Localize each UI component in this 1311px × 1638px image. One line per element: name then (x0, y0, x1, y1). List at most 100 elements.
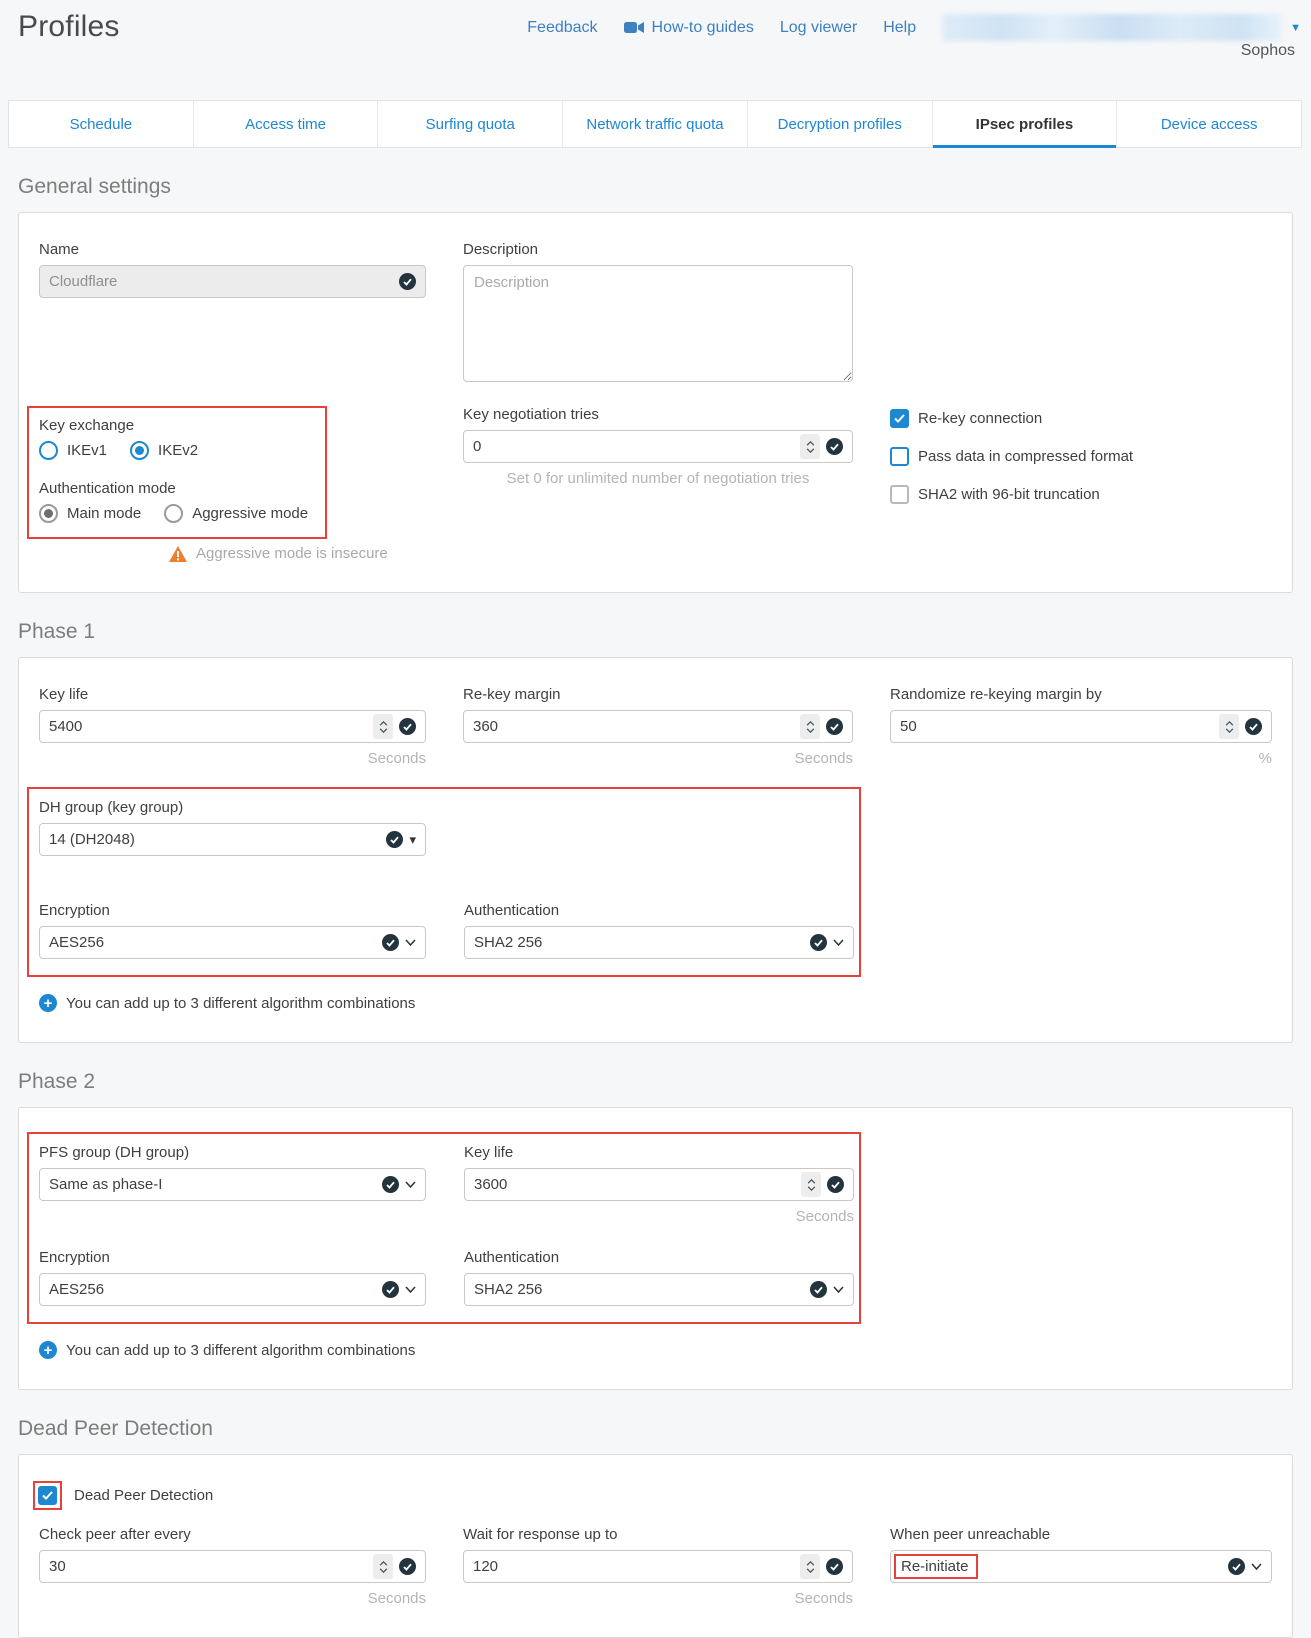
p1-rekey-margin-input[interactable] (473, 718, 794, 735)
dpd-wait-input[interactable] (473, 1558, 794, 1575)
howto-guides-link[interactable]: How-to guides (623, 19, 754, 37)
caret-down-icon: ▾ (409, 832, 416, 847)
p1-add-combination-note: + You can add up to 3 different algorith… (39, 994, 1272, 1012)
warning-triangle-icon (169, 545, 187, 562)
number-stepper-icon[interactable] (800, 434, 820, 459)
number-stepper-icon[interactable] (801, 1172, 821, 1197)
plus-circle-icon[interactable]: + (39, 1341, 57, 1359)
radio-ikev2[interactable] (130, 441, 150, 460)
checkbox-sha2-truncation-label: SHA2 with 96-bit truncation (918, 486, 1100, 503)
number-stepper-icon[interactable] (800, 1554, 820, 1579)
dpd-when-unreachable-value: Re-initiate (901, 1558, 969, 1575)
p1-dh-group-select[interactable]: 14 (DH2048) ▾ (39, 823, 426, 856)
dpd-check-peer-unit: Seconds (367, 1590, 426, 1607)
description-textarea[interactable] (463, 265, 853, 382)
chevron-down-icon (405, 1181, 416, 1188)
tab-schedule[interactable]: Schedule (9, 101, 194, 147)
p2-key-life-input-wrap (464, 1168, 854, 1201)
p2-encryption-label: Encryption (39, 1249, 110, 1266)
key-negotiation-input-wrap (463, 430, 853, 463)
name-field-group: Name (39, 241, 426, 298)
radio-aggressive-mode[interactable] (164, 504, 184, 523)
check-circle-icon (826, 438, 843, 455)
radio-main-mode[interactable] (39, 504, 58, 523)
p1-key-life-input[interactable] (49, 718, 367, 735)
dpd-check-peer-input[interactable] (49, 1558, 367, 1575)
check-circle-icon (399, 718, 416, 735)
general-settings-heading: General settings (18, 175, 171, 198)
aggressive-mode-warning: Aggressive mode is insecure (169, 545, 426, 562)
radio-ikev1[interactable] (39, 441, 58, 460)
number-stepper-icon[interactable] (800, 714, 820, 739)
number-stepper-icon[interactable] (373, 1554, 393, 1579)
p1-rekey-margin-unit: Seconds (794, 750, 853, 767)
tab-network-traffic-quota[interactable]: Network traffic quota (563, 101, 748, 147)
p2-encryption-select[interactable]: AES256 (39, 1273, 426, 1306)
p1-key-life-group: Key life Seconds (39, 686, 426, 767)
p1-encryption-value: AES256 (49, 934, 105, 951)
p1-authentication-select[interactable]: SHA2 256 (464, 926, 854, 959)
p2-pfs-select[interactable]: Same as phase-I (39, 1168, 426, 1201)
number-stepper-icon[interactable] (373, 714, 393, 739)
checkbox-compressed-format-label: Pass data in compressed format (918, 448, 1134, 465)
checkbox-sha2-truncation[interactable] (890, 485, 909, 504)
number-stepper-icon[interactable] (1219, 714, 1239, 739)
dpd-card: Dead Peer Detection Check peer after eve… (18, 1454, 1293, 1638)
p1-randomize-label: Randomize re-keying margin by (890, 686, 1102, 703)
p2-key-life-label: Key life (464, 1144, 514, 1161)
checkbox-rekey-connection-label: Re-key connection (918, 410, 1043, 427)
check-circle-icon (810, 934, 827, 951)
p2-key-life-group: Key life Seconds (464, 1144, 854, 1225)
tab-surfing-quota[interactable]: Surfing quota (378, 101, 564, 147)
phase2-algorithms-highlight-box: PFS group (DH group) Same as phase-I Key… (27, 1132, 861, 1324)
dpd-wait-unit: Seconds (794, 1590, 853, 1607)
dpd-checkbox-highlight-box (33, 1481, 62, 1510)
help-link[interactable]: Help (883, 18, 917, 36)
tab-decryption-profiles[interactable]: Decryption profiles (748, 101, 933, 147)
check-circle-icon (826, 1558, 843, 1575)
key-negotiation-input[interactable] (473, 438, 794, 455)
checkbox-rekey-connection[interactable] (890, 409, 909, 428)
dpd-check-peer-group: Check peer after every Seconds (39, 1526, 426, 1607)
account-menu[interactable]: ▼ (942, 14, 1301, 41)
p1-randomize-input-wrap (890, 710, 1272, 743)
p1-dh-group-value: 14 (DH2048) (49, 831, 135, 848)
tab-access-time[interactable]: Access time (194, 101, 379, 147)
p2-add-combination-note: + You can add up to 3 different algorith… (39, 1341, 1272, 1359)
chevron-down-icon (405, 939, 416, 946)
p2-authentication-select[interactable]: SHA2 256 (464, 1273, 854, 1306)
log-viewer-link[interactable]: Log viewer (779, 18, 858, 36)
p1-key-life-unit: Seconds (367, 750, 426, 767)
tab-ipsec-profiles[interactable]: IPsec profiles (932, 101, 1118, 148)
p2-key-life-input[interactable] (474, 1176, 795, 1193)
dpd-wait-input-wrap (463, 1550, 853, 1583)
dpd-checkbox[interactable] (38, 1486, 57, 1505)
radio-aggressive-mode-label: Aggressive mode (192, 505, 309, 522)
p1-encryption-select[interactable]: AES256 (39, 926, 426, 959)
feedback-link[interactable]: Feedback (527, 18, 598, 36)
p1-authentication-group: Authentication SHA2 256 (464, 902, 854, 959)
dpd-check-peer-label: Check peer after every (39, 1526, 191, 1543)
check-circle-icon (386, 831, 404, 848)
p1-rekey-margin-label: Re-key margin (463, 686, 561, 703)
p1-key-life-input-wrap (39, 710, 426, 743)
chevron-down-icon (1251, 1563, 1262, 1570)
chevron-down-icon (833, 1286, 844, 1293)
p2-add-note-text: You can add up to 3 different algorithm … (66, 1341, 416, 1359)
description-field-group: Description (463, 241, 853, 386)
checkbox-compressed-format[interactable] (890, 447, 909, 466)
check-circle-icon (382, 934, 399, 951)
key-negotiation-group: Key negotiation tries Set 0 for unlimite… (463, 406, 853, 487)
p1-add-note-text: You can add up to 3 different algorithm … (66, 994, 416, 1012)
plus-circle-icon[interactable]: + (39, 994, 57, 1012)
p1-randomize-input[interactable] (900, 718, 1213, 735)
name-input[interactable] (49, 273, 393, 290)
p2-pfs-value: Same as phase-I (49, 1176, 163, 1193)
phase1-heading: Phase 1 (18, 620, 96, 643)
p2-pfs-group: PFS group (DH group) Same as phase-I (39, 1144, 426, 1201)
tab-device-access[interactable]: Device access (1160, 115, 1258, 133)
p1-authentication-value: SHA2 256 (474, 934, 543, 951)
p1-rekey-margin-group: Re-key margin Seconds (463, 686, 853, 767)
check-circle-icon (382, 1281, 399, 1298)
dpd-when-unreachable-select[interactable]: Re-initiate (890, 1550, 1272, 1583)
